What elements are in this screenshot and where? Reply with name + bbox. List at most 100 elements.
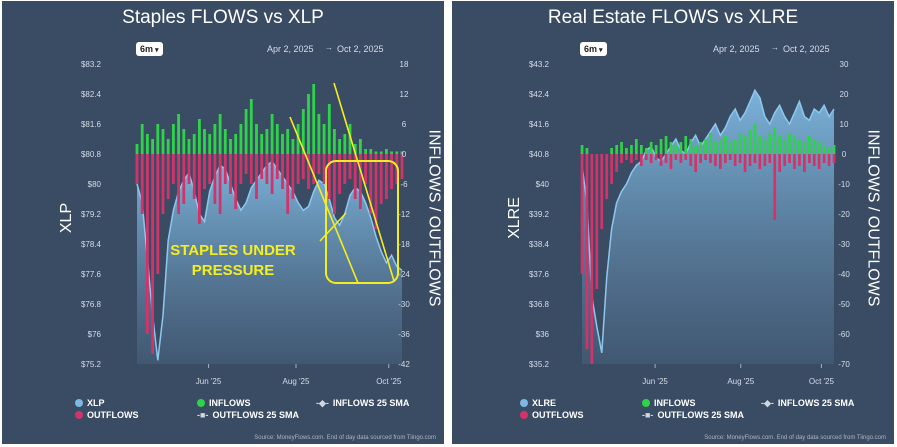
inflow-bar [813,139,816,154]
inflow-bar [312,84,315,154]
inflow-bar [266,129,269,154]
x-tick-label: Oct '25 [376,377,402,386]
inflow-bar [709,133,712,154]
inflow-bar [640,145,643,154]
y-left-tick-label: $77.6 [81,270,102,279]
inflow-bar [333,129,336,154]
outflow-bar [271,154,274,194]
legend-outflows[interactable]: OUTFLOWS [75,410,139,420]
inflow-bar [375,152,378,155]
outflow-bar [719,154,722,169]
y-right-tick-label: 18 [400,60,409,69]
inflow-bar [768,133,771,154]
outflow-bar [768,154,771,163]
y-left-tick-label: $36.8 [529,300,550,309]
y-axis-right-title: INFLOWS / OUTFLOWS [863,130,881,307]
inflow-bar [665,136,668,154]
x-tick-label: Aug '25 [727,377,754,386]
inflow-bar [625,148,628,154]
outflow-bar [328,154,331,199]
outflow-bar [699,154,702,163]
legend-inflows-sma[interactable]: -◆- INFLOWS 25 SMA [316,398,409,409]
inflow-bar [146,134,149,154]
inflow-bar [380,152,383,155]
outflow-bar [610,154,613,184]
legend-dot [75,399,83,407]
legend-outflows[interactable]: OUTFLOWS [520,410,584,420]
outflow-bar [665,154,668,163]
inflow-bar [833,145,836,154]
outflow-bar [828,154,831,166]
outflow-bar [729,154,732,160]
source-note: Source: MoneyFlows.com. End of day data … [254,435,436,441]
outflow-bar [203,154,206,189]
y-axis-right-title: INFLOWS / OUTFLOWS [424,130,442,307]
legend-label: INFLOWS 25 SMA [333,398,410,408]
inflow-bar [660,139,663,154]
inflow-bar [318,114,321,154]
outflow-bar [281,154,284,189]
y-left-tick-label: $79.2 [81,210,102,219]
outflow-bar [359,154,362,209]
inflow-bar [323,124,326,154]
outflow-bar [208,154,211,184]
y-left-tick-label: $83.2 [81,60,102,69]
legend-dot [197,399,205,407]
y-right-tick-label: -20 [838,210,850,219]
x-tick-label: Aug '25 [283,377,310,386]
legend-inflows-sma[interactable]: -◆- INFLOWS 25 SMA [761,398,854,409]
y-left-tick-label: $81.6 [81,120,102,129]
outflow-bar [162,154,165,214]
inflow-bar [203,129,206,154]
inflow-bar [224,129,227,154]
legend-inflows[interactable]: INFLOWS [642,398,696,408]
outflow-bar [749,154,752,166]
legend-price[interactable]: XLP [75,398,105,408]
inflow-bar [219,114,222,154]
inflow-bar [729,142,732,154]
inflow-bar [292,139,295,154]
outflow-bar [734,154,737,166]
source-note: Source: MoneyFlows.com. End of day data … [704,435,886,441]
inflow-bar [307,94,310,154]
sma-line-icon: -◆- [761,398,774,409]
outflow-bar [260,154,263,179]
inflow-bar [255,124,258,154]
outflow-bar [198,154,201,224]
y-left-tick-label: $82.4 [81,90,102,99]
legend-inflows[interactable]: INFLOWS [197,398,251,408]
inflow-bar [364,149,367,154]
outflow-bar [605,154,608,199]
legend-label: INFLOWS [654,398,696,408]
outflow-bar [581,154,584,274]
inflow-bar [610,148,613,154]
y-right-tick-label: -30 [398,300,410,309]
inflow-bar [744,136,747,154]
price-area [582,90,834,364]
outflow-bar [744,154,747,172]
inflow-bar [193,134,196,154]
inflow-bar [250,99,253,154]
y-right-tick-label: 20 [840,90,849,99]
inflow-bar [198,119,201,154]
y-right-tick-label: 0 [842,150,847,159]
legend-price[interactable]: XLRE [520,398,556,408]
inflow-bar [271,114,274,154]
legend-outflows-sma[interactable]: -■- OUTFLOWS 25 SMA [197,410,299,420]
inflow-bar [281,134,284,154]
outflow-bar [177,154,180,214]
y-left-tick-label: $76.8 [81,300,102,309]
outflow-bar [645,154,648,160]
outflow-bar [625,154,628,160]
y-right-tick-label: -36 [398,330,410,339]
outflow-bar [600,154,603,229]
legend-outflows-sma[interactable]: -■- OUTFLOWS 25 SMA [642,410,744,420]
y-left-tick-label: $40.8 [529,150,550,159]
outflow-bar [349,154,352,179]
inflow-bar [778,136,781,154]
inflow-bar [240,124,243,154]
outflow-bar [266,154,269,184]
outflow-bar [813,154,816,166]
outflow-bar [739,154,742,163]
y-left-tick-label: $39.2 [529,210,550,219]
